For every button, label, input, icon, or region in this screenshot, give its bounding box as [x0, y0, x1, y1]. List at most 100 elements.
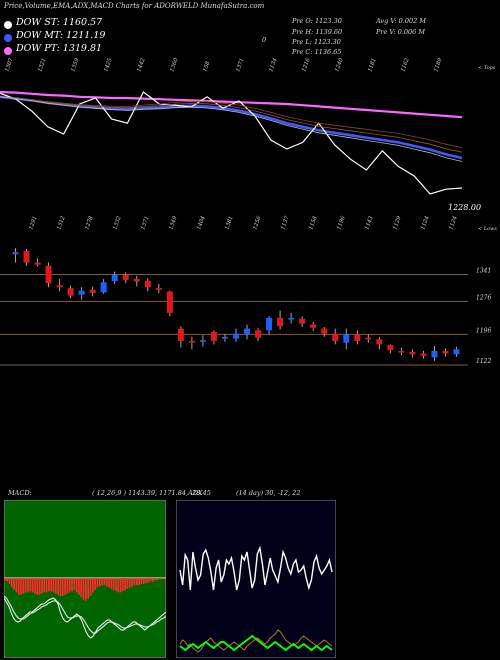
price-level-label: 1122	[476, 358, 491, 365]
macd-histogram-bar	[22, 578, 25, 594]
macd-histogram-bar	[59, 578, 62, 596]
macd-histogram-bar	[66, 578, 69, 594]
macd-histogram-bar	[94, 578, 96, 590]
macd-histogram-bar	[54, 578, 57, 594]
candle-body	[78, 290, 85, 295]
ema-series-line	[0, 90, 463, 119]
dow-mt-label: DOW MT: 1211.19	[16, 30, 106, 41]
macd-histogram-bar	[124, 578, 127, 590]
top-price-label: 1216	[301, 57, 312, 73]
top-price-label: 1307	[4, 57, 15, 73]
dow-mt-badge	[4, 34, 12, 42]
dow-st-badge	[4, 21, 12, 29]
adx-background	[176, 500, 336, 658]
low-price-label: 1137	[280, 215, 291, 231]
candle-body	[398, 350, 405, 353]
candle-body	[199, 340, 206, 342]
macd-histogram-bar	[142, 578, 145, 584]
candle-body	[188, 341, 195, 343]
candle-body	[89, 289, 96, 294]
macd-histogram-bar	[10, 578, 13, 588]
top-price-label: 1360	[169, 57, 180, 73]
pre-open: Pre O: 1123.30	[292, 17, 342, 25]
ema-ribbon-line	[0, 96, 463, 153]
macd-histogram-bar	[96, 578, 99, 588]
candle-body	[45, 265, 52, 284]
macd-histogram-bar	[20, 578, 22, 595]
candle-body	[431, 350, 438, 358]
macd-histogram-bar	[38, 578, 41, 595]
candle-body	[122, 274, 129, 280]
candle-body	[387, 345, 394, 351]
ema-chart: 1307 1321 1359 1425 1442 1360 158 1371 1134 1216 1…	[0, 57, 463, 231]
top-price-label: 1162	[400, 57, 411, 73]
candle-body	[177, 328, 184, 342]
top-price-label: 1240	[334, 57, 345, 73]
top-price-label: 1181	[367, 57, 377, 72]
low-price-label: 1196	[336, 215, 347, 231]
candle-body	[100, 282, 107, 293]
macd-histogram-bar	[4, 578, 6, 581]
top-price-label: 1134	[268, 57, 279, 73]
macd-histogram-bar	[115, 578, 117, 592]
low-price-label: 1291	[28, 215, 38, 230]
pre-volume: Pre V: 0.006 M	[376, 28, 426, 36]
candle-body	[255, 330, 262, 338]
macd-histogram-bar	[138, 578, 140, 586]
macd-line	[4, 597, 166, 639]
macd-histogram-bar	[78, 578, 80, 595]
low-price-label: 1332	[112, 215, 123, 231]
macd-histogram-bar	[110, 578, 113, 589]
candle-body	[288, 317, 295, 320]
candle-body	[310, 324, 317, 328]
macd-histogram-bar	[112, 578, 115, 590]
low-price-label: 1124	[448, 215, 459, 231]
macd-chart	[4, 500, 166, 658]
macd-histogram-bar	[98, 578, 101, 587]
macd-histogram-bar	[24, 578, 27, 593]
candle-body	[34, 262, 41, 265]
macd-histogram-bar	[61, 578, 64, 596]
adx-chart	[176, 500, 336, 658]
macd-histogram-bar	[13, 578, 15, 590]
candle-body	[144, 280, 151, 288]
adx-label: ADX	[188, 489, 203, 497]
macd-label: MACD:	[8, 489, 32, 497]
macd-histogram-bar	[6, 578, 9, 582]
macd-histogram-bar	[15, 578, 18, 593]
candle-body	[133, 279, 140, 282]
macd-histogram-bar	[119, 578, 122, 593]
macd-histogram-bar	[50, 578, 52, 592]
ema-ribbon-line	[0, 96, 463, 148]
top-price-label: 1371	[235, 57, 245, 72]
candle-body	[277, 317, 284, 327]
top-price-label: 1189	[433, 57, 444, 73]
candle-body	[376, 339, 383, 345]
macd-histogram-bar	[29, 578, 32, 592]
macd-histogram-bar	[152, 578, 154, 582]
top-price-label: 1425	[103, 57, 114, 73]
macd-histogram-bar	[131, 578, 133, 587]
candle-body	[354, 334, 361, 342]
adx-params: (14 day) 30, -12, 22	[236, 489, 301, 497]
current-price-label: 1228.00	[448, 203, 482, 212]
candle-body	[23, 250, 30, 263]
macd-histogram-bar	[154, 578, 157, 581]
low-price-label: 1371	[140, 215, 150, 230]
chart-title: Price,Volume,EMA,ADX,MACD Charts for ADO…	[4, 2, 265, 10]
macd-histogram-bar	[43, 578, 46, 593]
top-price-label: 158	[202, 60, 211, 72]
candle-body	[299, 318, 306, 324]
macd-histogram-bar	[103, 578, 106, 586]
candle-body	[332, 333, 339, 342]
macd-histogram-bar	[41, 578, 43, 594]
candle-body	[453, 349, 460, 355]
macd-params: ( 12,26,9 ) 1143.39, 1171.84, -28.45	[92, 489, 211, 497]
low-price-label: 1278	[84, 215, 95, 231]
macd-histogram-bar	[128, 578, 131, 588]
macd-histogram-bar	[80, 578, 83, 598]
tops-label: < Tops	[478, 65, 496, 71]
macd-histogram-bar	[149, 578, 152, 582]
macd-histogram-bar	[82, 578, 85, 600]
macd-histogram-bar	[8, 578, 11, 584]
